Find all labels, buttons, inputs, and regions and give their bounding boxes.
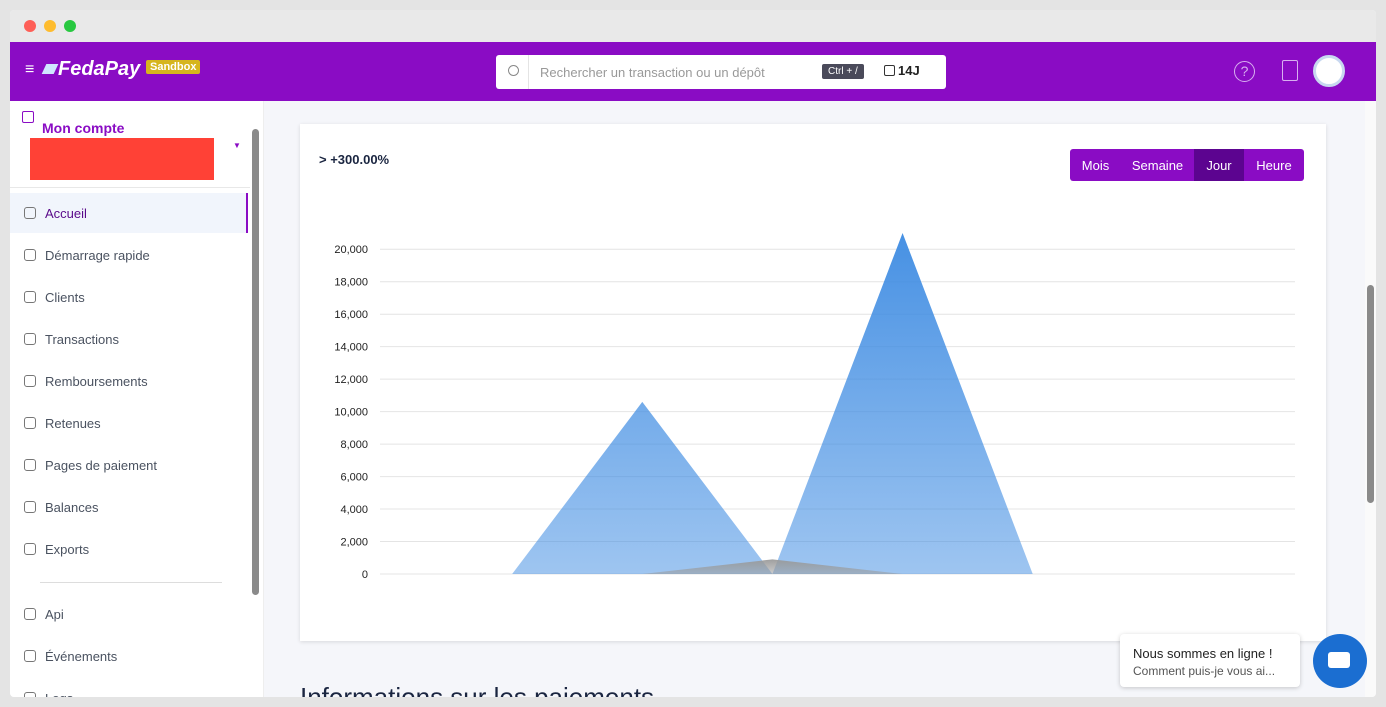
divider [528,55,529,89]
nav-icon [24,650,36,662]
y-tick-label: 8,000 [340,439,368,451]
nav-icon [24,459,36,471]
period-selector[interactable]: 14J [898,63,920,78]
header: ≡ FedaPay Sandbox Rechercher un transact… [10,42,1376,101]
period-tab[interactable]: Jour [1194,149,1244,181]
account-icon [22,111,34,123]
area [382,559,1293,574]
nav-item[interactable]: Api [10,594,248,634]
period-tab[interactable]: Heure [1256,157,1292,173]
search-icon [508,65,519,76]
menu-icon[interactable]: ≡ [25,61,35,78]
sandbox-badge: Sandbox [146,60,201,74]
calendar-icon [884,65,895,76]
y-tick-label: 2,000 [340,537,368,549]
scrollbar[interactable] [1367,285,1374,503]
chat-title: Nous sommes en ligne ! [1133,646,1273,661]
y-tick-label: 18,000 [334,277,368,289]
sidebar: Mon compte ▼ Accueil Démarrage rapide Clie… [10,101,264,697]
summary: > +300.00% [319,152,390,167]
y-tick-label: 10,000 [334,407,368,419]
y-tick-label: 14,000 [334,342,368,354]
nav-icon [24,207,36,219]
y-tick-label: 4,000 [340,504,368,516]
nav-icon [24,375,36,387]
nav-item[interactable]: Démarrage rapide [10,235,248,275]
scroll-track [1365,101,1376,697]
close-button[interactable] [24,20,36,32]
nav-icon [24,608,36,620]
y-tick-label: 6,000 [340,472,368,484]
nav-item[interactable]: Logs [10,678,248,697]
search-placeholder: Rechercher un transaction ou un dépôt [540,65,765,80]
divider [40,582,222,583]
search-box[interactable]: Rechercher un transaction ou un dépôt Ct… [496,55,946,89]
nav-item[interactable]: Balances [10,487,248,527]
nav-item[interactable]: Pages de paiement [10,445,248,485]
nav-item[interactable]: Remboursements [10,361,248,401]
redacted-account [30,138,214,180]
nav-icon [24,291,36,303]
y-tick-label: 12,000 [334,374,368,386]
account-caret[interactable]: ▼ [233,141,241,150]
y-tick-label: 0 [362,569,368,581]
shortcut: Ctrl + / [822,64,864,79]
account-title[interactable]: Mon compte [42,120,125,136]
brand[interactable]: FedaPay [58,58,141,80]
y-tick-label: 20,000 [334,244,368,256]
nav-item[interactable]: Événements [10,636,248,676]
divider [10,187,250,188]
scrollbar[interactable] [252,129,259,595]
period-tabs: Mois Semaine Jour Heure [1070,149,1304,181]
nav-icon [24,501,36,513]
title-bar [10,10,1376,42]
area [382,233,1293,574]
nav-item[interactable]: Transactions [10,319,248,359]
period-tab[interactable]: Semaine [1131,157,1184,173]
avatar[interactable] [1313,55,1345,87]
nav-item[interactable]: Accueil [10,193,248,233]
docs-icon[interactable] [1282,60,1298,81]
chart: 0 2,000 4,000 6,000 8,000 10,000 12,000 14,000 1… [334,233,1295,581]
nav-icon [24,543,36,555]
chat-button[interactable] [1313,634,1367,688]
chat-message: Comment puis-je vous ai... [1133,664,1276,678]
nav-icon [24,333,36,345]
window: ≡ FedaPay Sandbox Rechercher un transact… [10,10,1376,697]
chat-icon [1328,652,1350,668]
chart-card: > +300.00% Mois Semaine Jour Heure 0 2,000 4,… [300,124,1326,641]
minimize-button[interactable] [44,20,56,32]
chat-bubble[interactable]: Nous sommes en ligne ! Comment puis-je v… [1120,634,1300,687]
y-tick-label: 16,000 [334,309,368,321]
nav-item[interactable]: Retenues [10,403,248,443]
section-title: Informations sur les paiements [300,682,655,697]
zoom-button[interactable] [64,20,76,32]
nav-item[interactable]: Exports [10,529,248,569]
help-icon[interactable]: ? [1234,61,1255,82]
nav-item[interactable]: Clients [10,277,248,317]
logo-icon [41,64,59,74]
nav-icon [24,417,36,429]
nav-icon [24,249,36,261]
nav-icon [24,692,36,697]
period-tab[interactable]: Mois [1081,157,1110,173]
